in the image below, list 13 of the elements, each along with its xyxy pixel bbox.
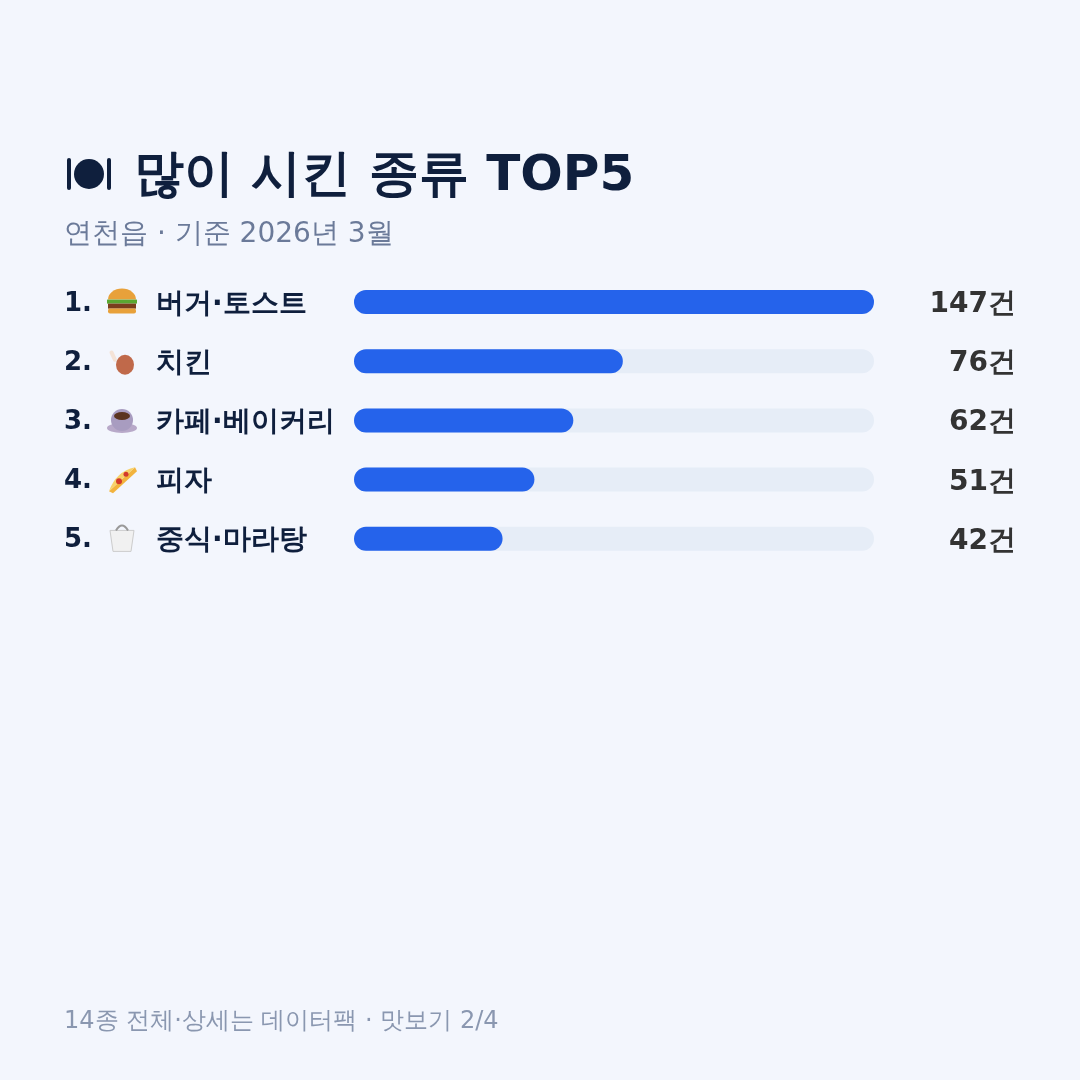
data-label: 51건 bbox=[949, 463, 1016, 497]
data-label: 42건 bbox=[949, 522, 1016, 556]
category-label: 3. 카페·베이커리 bbox=[64, 404, 335, 437]
text: 14종 전체·상세는 데이터팩 · 맛보기 2/4 bbox=[64, 1005, 499, 1036]
category-label: 5. 중식·마라탕 bbox=[64, 522, 307, 556]
data-label: 147건 bbox=[929, 286, 1016, 319]
data-label: 62건 bbox=[949, 404, 1016, 438]
chart-subtitle: 연천읍 · 기준 2026년 3월 bbox=[64, 215, 394, 251]
category-label: 4. 피자 bbox=[64, 463, 212, 497]
category-label: 1. 버거·토스트 bbox=[64, 285, 307, 319]
category-label: 2. 치킨 bbox=[64, 344, 212, 378]
chart-title: 많이 시킨 종류 TOP5 bbox=[134, 143, 635, 204]
data-label: 76건 bbox=[949, 345, 1016, 379]
